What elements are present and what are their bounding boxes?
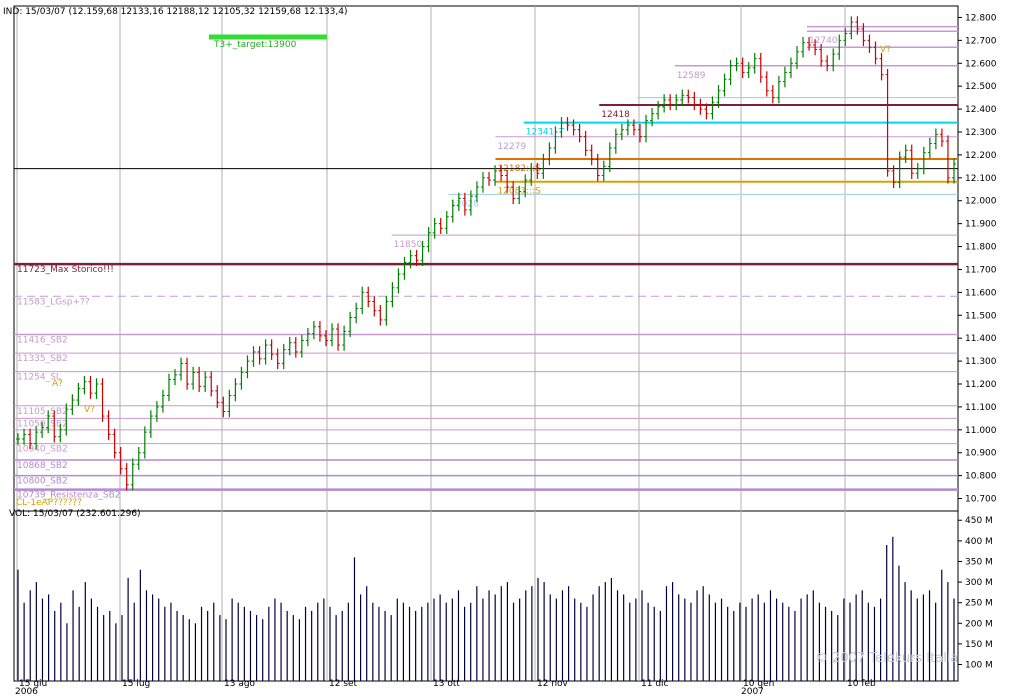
price-tick-label: 12.800 xyxy=(965,13,997,23)
axis-labels: 15 giu 15 lug 13 ago 12 set 13 ott 12 nov 11 d… xyxy=(15,13,997,696)
price-tick-label: 11.400 xyxy=(965,334,997,344)
volume-tick-label: 150 M xyxy=(965,640,993,650)
grid-lines xyxy=(14,6,958,681)
x-tick-label: 15 lug xyxy=(122,679,150,689)
target-label: T3+_target:13900 xyxy=(213,40,297,50)
volume-tick-label: 450 M xyxy=(965,516,993,526)
level-label: 11723_Max Storico!!! xyxy=(17,265,114,275)
level-label: 12341_T xyxy=(526,128,565,138)
level-label: 12418 xyxy=(601,110,630,120)
level-label: 11416_SB2 xyxy=(17,336,68,346)
volume-tick-label: 300 M xyxy=(965,578,993,588)
volume-tick-label: 350 M xyxy=(965,557,993,567)
price-tick-label: 12.500 xyxy=(965,82,997,92)
x-tick-label: 15 giu xyxy=(19,679,47,689)
level-label: 11583_LGsp+?? xyxy=(17,297,90,307)
volume-tick-label: 200 M xyxy=(965,619,993,629)
price-tick-label: 12.400 xyxy=(965,105,997,115)
price-tick-label: 11.300 xyxy=(965,357,997,367)
level-label: 12589 xyxy=(677,71,706,81)
x-tick-label: 11 dic xyxy=(641,679,669,689)
price-tick-label: 12.100 xyxy=(965,174,997,184)
price-tick-label: 12.700 xyxy=(965,36,997,46)
price-tick-label: 11.700 xyxy=(965,265,997,275)
price-tick-label: 12.200 xyxy=(965,151,997,161)
price-tick-label: 10.900 xyxy=(965,449,997,459)
watermark: © 2007 Telekurs Italia xyxy=(815,651,958,666)
annotation-label: V? xyxy=(84,405,95,415)
level-label: 11105_SB2 xyxy=(17,407,68,417)
volume-tick-label: 250 M xyxy=(965,599,993,609)
price-tick-label: 11.900 xyxy=(965,220,997,230)
price-tick-label: 11.800 xyxy=(965,243,997,253)
price-bars xyxy=(16,16,956,491)
price-tick-label: 11.000 xyxy=(965,426,997,436)
price-tick-label: 12.300 xyxy=(965,128,997,138)
year-label: 2007 xyxy=(741,687,764,696)
chart-frame xyxy=(13,5,959,682)
year-label: 2006 xyxy=(15,687,38,696)
level-label: 11254_SL xyxy=(17,373,61,383)
volume-tick-label: 400 M xyxy=(965,537,993,547)
level-label: 12740 xyxy=(809,36,838,46)
price-header: IND: 15/03/07 (12.159,68 12133,16 12188,… xyxy=(3,7,347,17)
x-tick-label: 10 feb xyxy=(847,679,876,689)
price-tick-label: 11.100 xyxy=(965,403,997,413)
support-resistance-lines: 11723_Max Storico!!! 11583_LGsp+?? 11416_S… xyxy=(14,25,958,501)
level-label: 10800_SB2 xyxy=(17,477,68,487)
x-tick-label: 13 ago xyxy=(224,679,256,689)
x-tick-label: 13 ott xyxy=(433,679,460,689)
level-label: 11850 xyxy=(394,240,423,250)
x-tick-label: 12 nov xyxy=(537,679,569,689)
volume-tick-label: 100 M xyxy=(965,661,993,671)
price-tick-label: 12.000 xyxy=(965,197,997,207)
price-tick-label: 11.500 xyxy=(965,311,997,321)
level-label: 11335_SB2 xyxy=(17,354,68,364)
level-label: 10739_Resistenza_SB2 xyxy=(17,491,121,501)
price-tick-label: 12.600 xyxy=(965,59,997,69)
price-tick-label: 11.600 xyxy=(965,288,997,298)
level-label: 10940_SB2 xyxy=(17,445,68,455)
bottom-note: CL-1eAP?????? xyxy=(16,498,82,508)
annotation-label: V? xyxy=(880,45,891,55)
level-label: 12279 xyxy=(497,142,526,152)
price-tick-label: 10.700 xyxy=(965,495,997,505)
x-tick-label: 12 set xyxy=(329,679,358,689)
level-label: 10868_SB2 xyxy=(17,461,68,471)
annotation-label: A? xyxy=(52,379,63,389)
price-tick-label: 11.200 xyxy=(965,380,997,390)
volume-bars xyxy=(17,536,955,681)
x-tick-label: 10 gen xyxy=(743,679,774,689)
price-tick-label: 10.800 xyxy=(965,472,997,482)
volume-header: VOL: 15/03/07 (232.601.296) xyxy=(9,509,141,519)
